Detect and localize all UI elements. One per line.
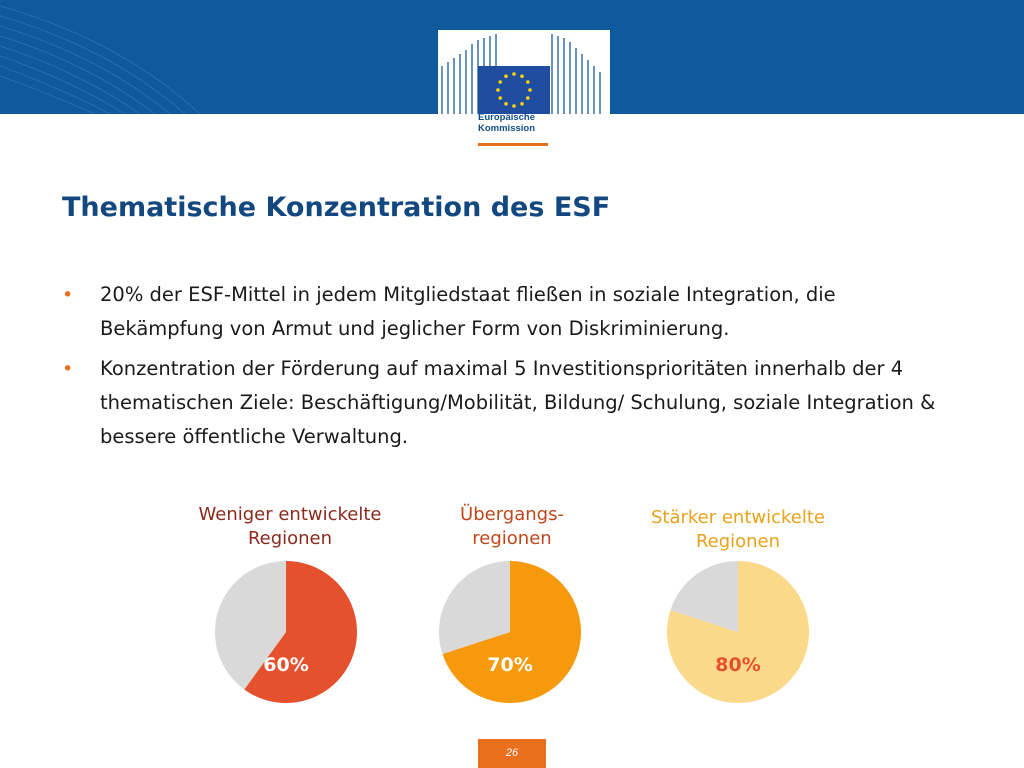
pie-title-line: Übergangs- — [460, 504, 564, 525]
bullet-text: Konzentration der Förderung auf maximal … — [100, 357, 936, 448]
pie-slice-share — [244, 561, 357, 703]
bullet-item: • 20% der ESF-Mittel in jedem Mitgliedst… — [62, 278, 962, 346]
header-decoration — [0, 5, 201, 114]
pie-title-line: Regionen — [695, 531, 781, 552]
pie-title-line: Regionen — [247, 528, 333, 549]
pie-title-line: Stärker entwickelte — [650, 507, 826, 528]
brand-line-2: Kommission — [478, 123, 536, 134]
page-number: 26 — [478, 739, 546, 768]
pie-chart: 80% — [667, 561, 809, 703]
pie-title: Stärker entwickelte Regionen — [588, 506, 888, 554]
bullet-dot-icon: • — [62, 284, 74, 306]
pie-title: Übergangs-regionen — [362, 503, 662, 551]
pie-chart: 60% — [215, 561, 357, 703]
pie-slice-remainder — [215, 561, 286, 690]
bullet-item: • Konzentration der Förderung auf maxima… — [62, 352, 962, 454]
eu-logo-wordmark: Europäische Kommission — [478, 112, 578, 134]
pie-slice-share — [442, 561, 581, 703]
brand-underline — [478, 143, 548, 146]
pie-title: Weniger entwickelte Regionen — [140, 503, 440, 551]
pie-title-line: regionen — [472, 528, 552, 549]
pie-title-line: Weniger entwickelte — [198, 504, 382, 525]
pie-slice-remainder — [670, 561, 738, 632]
eu-stars — [496, 72, 532, 108]
slide-title: Thematische Konzentration des ESF — [62, 192, 611, 223]
pie-data-label: 70% — [487, 654, 532, 676]
eu-logo — [441, 34, 601, 114]
pie-slice-remainder — [439, 561, 510, 654]
bullet-list: • 20% der ESF-Mittel in jedem Mitgliedst… — [62, 278, 962, 460]
pie-chart: 70% — [439, 561, 581, 703]
pie-data-label: 80% — [715, 654, 760, 676]
bullet-text: 20% der ESF-Mittel in jedem Mitgliedstaa… — [100, 283, 836, 340]
brand-line-1: Europäische — [478, 112, 536, 123]
bullet-dot-icon: • — [62, 358, 74, 380]
pie-data-label: 60% — [263, 654, 308, 676]
